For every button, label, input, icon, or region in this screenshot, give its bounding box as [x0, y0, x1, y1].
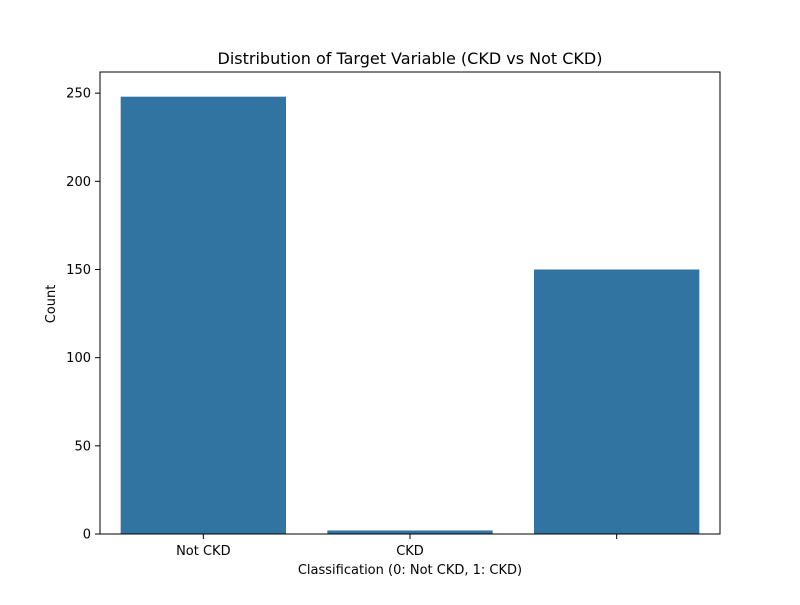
plot-frame: [99, 71, 721, 535]
bar-1: [327, 530, 493, 534]
y-axis-label: Count: [44, 285, 59, 324]
y-tick-label: 150: [66, 263, 91, 278]
y-axis-ticks: 0 50 100 150 200 250: [66, 87, 100, 543]
y-tick-label: 0: [83, 528, 91, 543]
bars-group: [120, 96, 700, 535]
y-tick-label: 50: [74, 439, 91, 454]
x-axis-ticks: Not CKD CKD: [176, 534, 618, 559]
chart-title: Distribution of Target Variable (CKD vs …: [218, 49, 603, 68]
y-tick-label: 100: [66, 351, 91, 366]
bar-2: [534, 269, 700, 534]
y-tick-label: 200: [66, 175, 91, 190]
x-axis-label: Classification (0: Not CKD, 1: CKD): [298, 563, 522, 578]
x-tick-label: CKD: [396, 544, 424, 559]
bar-0: [120, 96, 287, 535]
y-tick-label: 250: [66, 87, 91, 102]
x-tick-label: Not CKD: [176, 544, 231, 559]
